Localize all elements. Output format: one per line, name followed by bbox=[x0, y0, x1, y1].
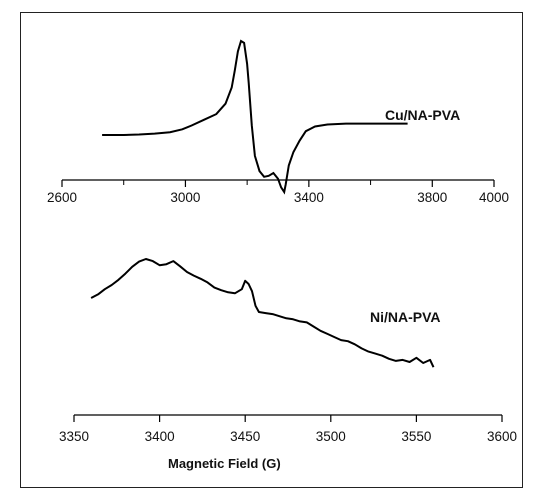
x-tick-label: 3400 bbox=[145, 429, 175, 444]
x-tick-label: 3350 bbox=[59, 429, 89, 444]
cu-na-pva-label: Cu/NA-PVA bbox=[385, 107, 460, 123]
x-tick-label: 3400 bbox=[294, 190, 324, 205]
figure-frame bbox=[20, 12, 523, 488]
x-tick-label: 3800 bbox=[417, 190, 447, 205]
x-tick-label: 2600 bbox=[47, 190, 77, 205]
x-tick-label: 4000 bbox=[479, 190, 509, 205]
x-axis-title: Magnetic Field (G) bbox=[168, 456, 281, 471]
x-tick-label: 3500 bbox=[316, 429, 346, 444]
ni-spectrum-panel: 3350 3400 3450 3500 3550 3600 Ni/NA-PVA Magne… bbox=[59, 258, 517, 471]
cu-na-pva-series-line bbox=[102, 39, 408, 195]
top-x-tick-labels: 2600 3000 3400 3800 4000 bbox=[47, 190, 509, 205]
ni-na-pva-label: Ni/NA-PVA bbox=[370, 309, 441, 325]
bottom-x-ticks bbox=[73, 415, 503, 422]
bottom-x-tick-labels: 3350 3400 3450 3500 3550 3600 bbox=[59, 429, 517, 444]
x-tick-label: 3000 bbox=[170, 190, 200, 205]
x-tick-label: 3450 bbox=[230, 429, 260, 444]
cu-spectrum-panel: 2600 3000 3400 3800 4000 Cu/NA-PVA bbox=[47, 39, 509, 205]
x-tick-label: 3550 bbox=[401, 429, 431, 444]
top-x-ticks bbox=[61, 180, 495, 187]
ni-na-pva-series-line bbox=[90, 258, 435, 368]
x-tick-label: 3600 bbox=[487, 429, 517, 444]
